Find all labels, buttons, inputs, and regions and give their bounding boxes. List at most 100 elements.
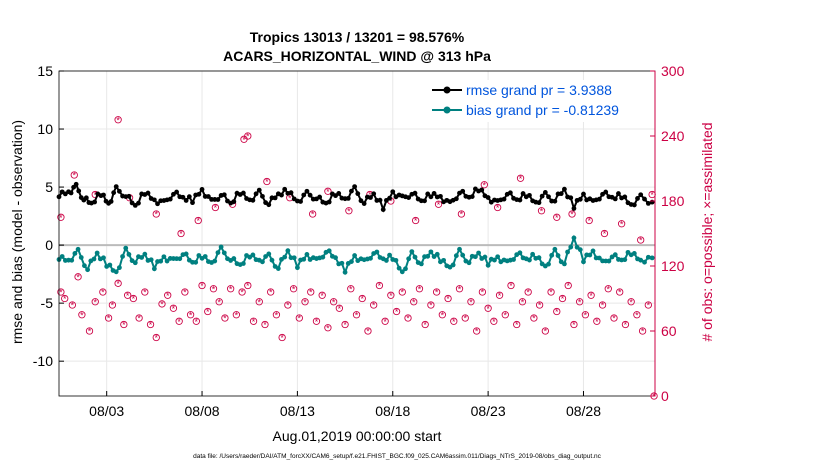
obs-assimilated-marker: * [492, 317, 496, 327]
obs-possible-marker [249, 317, 258, 325]
obs-possible-marker [152, 210, 160, 218]
obs-assimilated-marker: * [549, 288, 553, 298]
obs-possible-marker [186, 311, 195, 319]
obs-assimilated-marker: * [460, 210, 464, 220]
obs-possible-marker [547, 288, 555, 296]
obs-assimilated-marker: * [355, 310, 359, 320]
rmse-point [603, 189, 609, 195]
bias-point [396, 265, 402, 271]
obs-assimilated-marker: * [116, 115, 120, 125]
bias-point [457, 246, 462, 252]
obs-assimilated-marker: * [624, 320, 628, 330]
obs-assimilated-marker: * [378, 281, 382, 291]
obs-assimilated-marker: * [366, 327, 370, 337]
obs-assimilated-marker: * [80, 310, 84, 320]
obs-possible-marker [507, 281, 515, 290]
obs-assimilated-marker: * [72, 171, 76, 181]
obs-assimilated-marker: * [483, 180, 487, 190]
obs-assimilated-marker: * [107, 314, 111, 324]
obs-assimilated-marker: * [555, 213, 559, 223]
obs-assimilated-marker: * [338, 304, 342, 314]
rmse-point [108, 199, 114, 204]
obs-assimilated-marker: * [59, 213, 63, 223]
obs-possible-marker [598, 301, 607, 309]
bias-point [527, 257, 532, 263]
rmse-point [406, 195, 412, 200]
x-axis-ticks: 08/03 08/08 08/13 08/18 08/23 08/28 [89, 391, 601, 419]
bias-point [562, 261, 567, 267]
obs-assimilated-marker: * [618, 288, 622, 298]
rmse-point [552, 198, 558, 204]
bias-point [492, 257, 497, 263]
rmse-point [336, 191, 342, 196]
obs-possible-marker [99, 288, 107, 296]
obs-assimilated-marker: * [368, 190, 372, 200]
rmse-point [221, 192, 227, 198]
rmse-point [361, 201, 367, 206]
bias-point [132, 260, 138, 266]
obs-possible-marker [617, 220, 626, 228]
x-tick-label: 08/03 [89, 403, 124, 419]
obs-possible-marker [57, 288, 65, 296]
bias-point [301, 256, 307, 262]
obs-assimilated-marker: * [635, 310, 639, 320]
bias-point [399, 269, 405, 275]
rmse-point [186, 194, 192, 200]
obs-possible-marker [232, 311, 241, 319]
bias-point [393, 257, 399, 263]
obs-possible-marker [610, 314, 618, 322]
rmse-point [638, 192, 644, 198]
rmse-point [301, 192, 307, 198]
legend: rmse grand pr = 3.9388 bias grand pr = -… [428, 80, 650, 122]
bias-point [240, 261, 246, 266]
obs-assimilated-marker: * [629, 297, 633, 307]
obs-possible-marker [524, 288, 532, 296]
rmse-point [298, 199, 303, 204]
obs-possible-marker [135, 314, 143, 322]
rmse-point [174, 189, 180, 195]
obs-possible-marker [129, 294, 138, 303]
obs-assimilated-marker: * [347, 206, 351, 216]
obs-possible-marker [434, 200, 443, 208]
obs-assimilated-marker: * [519, 174, 523, 184]
obs-assimilated-marker: * [183, 288, 187, 298]
bias-point [342, 269, 348, 275]
y-tick-label: 5 [45, 179, 53, 195]
obs-possible-marker [410, 298, 418, 306]
bias-point [460, 252, 466, 258]
obs-assimilated-marker: * [315, 317, 319, 327]
obs-possible-marker [263, 177, 271, 186]
obs-assimilated-marker: * [326, 187, 330, 197]
rmse-point [92, 199, 98, 205]
rmse-point [256, 187, 262, 193]
bias-point [482, 254, 488, 260]
obs-assimilated-marker: * [286, 301, 290, 311]
obs-possible-marker [421, 320, 429, 329]
obs-assimilated-marker: * [298, 314, 302, 324]
footnote: data file: /Users/raeder/DAI/ATM_forcXX/… [193, 453, 602, 460]
bias-point [384, 258, 389, 263]
bias-point [577, 247, 583, 253]
bias-point [196, 253, 202, 258]
obs-assimilated-marker: * [280, 333, 284, 343]
y-tick-label: -10 [33, 353, 53, 369]
rmse-point [380, 207, 386, 212]
bias-point [450, 262, 456, 268]
obs-possible-marker [387, 291, 395, 299]
rmse-point [520, 191, 526, 196]
rmse-line [58, 182, 653, 213]
rmse-point [282, 186, 288, 192]
rmse-point [558, 191, 564, 197]
obs-possible-marker [255, 298, 263, 306]
rmse-point [205, 194, 211, 199]
rmse-point [279, 192, 284, 198]
obs-possible-marker [473, 327, 481, 335]
rmse-point [571, 206, 577, 211]
rmse-point [460, 188, 466, 194]
bias-point [590, 248, 596, 254]
bias-point [406, 256, 412, 262]
obs-possible-marker [226, 285, 235, 293]
obs-assimilated-marker: * [206, 307, 210, 317]
rmse-point [612, 196, 618, 202]
rmse-point [240, 190, 246, 196]
